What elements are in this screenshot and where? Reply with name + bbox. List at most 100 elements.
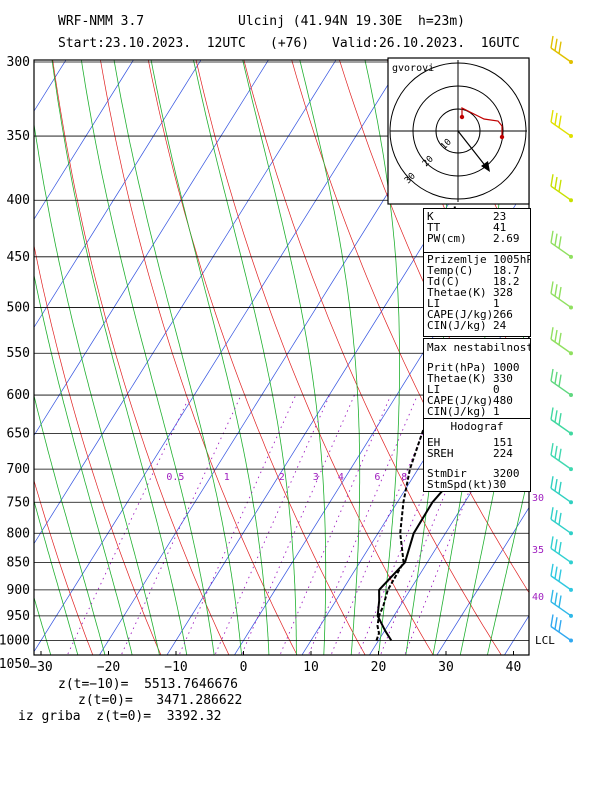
moist-adiabat-line <box>34 273 133 655</box>
mixing-ratio-label: 2 <box>279 472 285 483</box>
right-scale-label: 35 <box>532 545 544 556</box>
right-scale-label: 40 <box>532 592 544 603</box>
mixing-ratio-label: 3 <box>313 472 319 483</box>
indices-panel: K 23 TT 41 PW(cm) 2.69 <box>423 208 531 254</box>
forecast-lead: (+76) <box>270 36 310 51</box>
dry-adiabat-line <box>34 479 94 655</box>
pressure-tick-label: 500 <box>7 300 30 315</box>
isotherm-line <box>34 60 134 220</box>
index-row: TT 41 <box>427 221 507 234</box>
surface-row: Temp(C) 18.7 <box>427 264 520 277</box>
wind-barb <box>550 109 573 139</box>
temperature-tick-label: −20 <box>97 660 120 675</box>
moist-adiabat-line <box>364 60 401 655</box>
moist-adiabat-line <box>80 60 215 655</box>
temperature-tick-label: 40 <box>506 660 522 675</box>
max-instability-panel: Max nestabilnost Prit(hPa) 1000 Thetae(K)… <box>423 338 531 421</box>
moist-adiabat-line <box>34 596 52 655</box>
moist-adiabat-line <box>34 499 79 655</box>
mixing-ratio-line <box>214 394 331 655</box>
mixing-ratio-label: 4 <box>338 472 344 483</box>
lcl-label: LCL <box>535 634 555 647</box>
mixing-ratio-line <box>66 394 191 655</box>
hodograf-row: EH 151 <box>427 436 513 449</box>
start-time: Start:23.10.2023. 12UTC <box>58 36 246 51</box>
instability-row: LI 0 <box>427 383 500 396</box>
wind-barb <box>550 368 573 398</box>
wind-barb <box>550 230 573 259</box>
hodograf-row: SREH 224 <box>427 447 513 460</box>
temperature-tick-label: 30 <box>438 660 454 675</box>
dry-adiabat-line <box>100 60 298 655</box>
hodograph-start-marker <box>459 114 465 120</box>
mixing-ratio-line <box>120 394 242 655</box>
pressure-tick-label: 450 <box>7 250 30 265</box>
moist-adiabat-line <box>193 60 297 655</box>
isotherm-line <box>34 60 269 437</box>
dry-adiabat-line <box>291 60 529 594</box>
wind-barb <box>550 443 573 472</box>
height-minus10: z(t=−10)= 5513.7646676 <box>58 677 239 692</box>
mixing-ratio-line <box>240 394 355 655</box>
height-zero-grib: iz griba z(t=0)= 3392.32 <box>18 709 222 724</box>
moist-adiabat-line <box>299 60 361 655</box>
wind-barb <box>550 614 573 643</box>
wind-barb <box>550 507 573 536</box>
moist-adiabat-line <box>34 121 160 655</box>
surface-row: CAPE(J/kg) 266 <box>427 308 513 321</box>
dry-adiabat-line <box>147 60 366 655</box>
instability-row: CAPE(J/kg) 480 <box>427 394 513 407</box>
pressure-tick-label: 900 <box>7 583 30 598</box>
right-scale-label: 30 <box>532 493 544 504</box>
moist-adiabat-line <box>51 60 188 655</box>
wind-barb <box>550 174 573 203</box>
pressure-tick-label: 350 <box>7 129 30 144</box>
instability-row: CIN(J/kg) 1 <box>427 405 500 418</box>
surface-row: CIN(J/kg) 24 <box>427 319 507 332</box>
dry-adiabat-line <box>34 243 162 655</box>
pressure-tick-label: 600 <box>7 388 30 403</box>
pressure-tick-label: 300 <box>7 55 30 70</box>
wind-barb <box>550 589 573 618</box>
surface-row: Td(C) 18.2 <box>427 275 520 288</box>
wind-barb <box>550 35 573 64</box>
pressure-tick-label: 550 <box>7 346 30 361</box>
instability-row: Prit(hPa) 1000 <box>427 361 520 374</box>
wind-barb <box>550 327 573 356</box>
moist-adiabat-line <box>242 60 327 655</box>
hodograf-title: Hodograf <box>450 421 504 432</box>
wind-barb <box>550 281 573 310</box>
surface-row: LI 1 <box>427 297 500 310</box>
dry-adiabat-line <box>529 0 600 664</box>
moist-adiabat-line <box>34 394 106 655</box>
hodograf-row: StmDir 3200 <box>427 467 520 480</box>
storm-motion-arrowhead <box>481 161 490 172</box>
station-info: Ulcinj (41.94N 19.30E h=23m) <box>238 14 465 29</box>
surface-row: Thetae(K) 328 <box>427 286 513 299</box>
pressure-tick-label: 850 <box>7 555 30 570</box>
mixing-ratio-label: 0.5 <box>166 472 184 483</box>
mixing-ratio-label: 1 <box>224 472 230 483</box>
temperature-tick-label: 10 <box>303 660 319 675</box>
pressure-tick-label: 750 <box>7 495 30 510</box>
pressure-tick-label: 1050 <box>0 657 30 672</box>
isotherm-line <box>34 60 202 329</box>
pressure-tick-label: 800 <box>7 526 30 541</box>
index-row: K 23 <box>427 210 507 223</box>
temperature-tick-label: −30 <box>29 660 52 675</box>
moist-adiabat-line <box>150 60 270 655</box>
wind-barb <box>550 476 573 505</box>
dry-adiabat-line <box>52 60 230 655</box>
pressure-tick-label: 650 <box>7 427 30 442</box>
wind-barb <box>550 563 573 592</box>
index-row: PW(cm) 2.69 <box>427 232 520 245</box>
surface-title: Prizemlje 1005hPa <box>427 254 530 265</box>
storm-motion-vector <box>457 130 488 169</box>
isotherm-line <box>166 74 529 655</box>
dry-adiabat-line <box>195 60 434 655</box>
dry-adiabat-line <box>568 0 600 664</box>
wind-barb <box>550 536 573 565</box>
wind-barb <box>550 407 573 436</box>
pressure-tick-label: 950 <box>7 609 30 624</box>
hodograph-title: gvorovi <box>392 63 434 74</box>
